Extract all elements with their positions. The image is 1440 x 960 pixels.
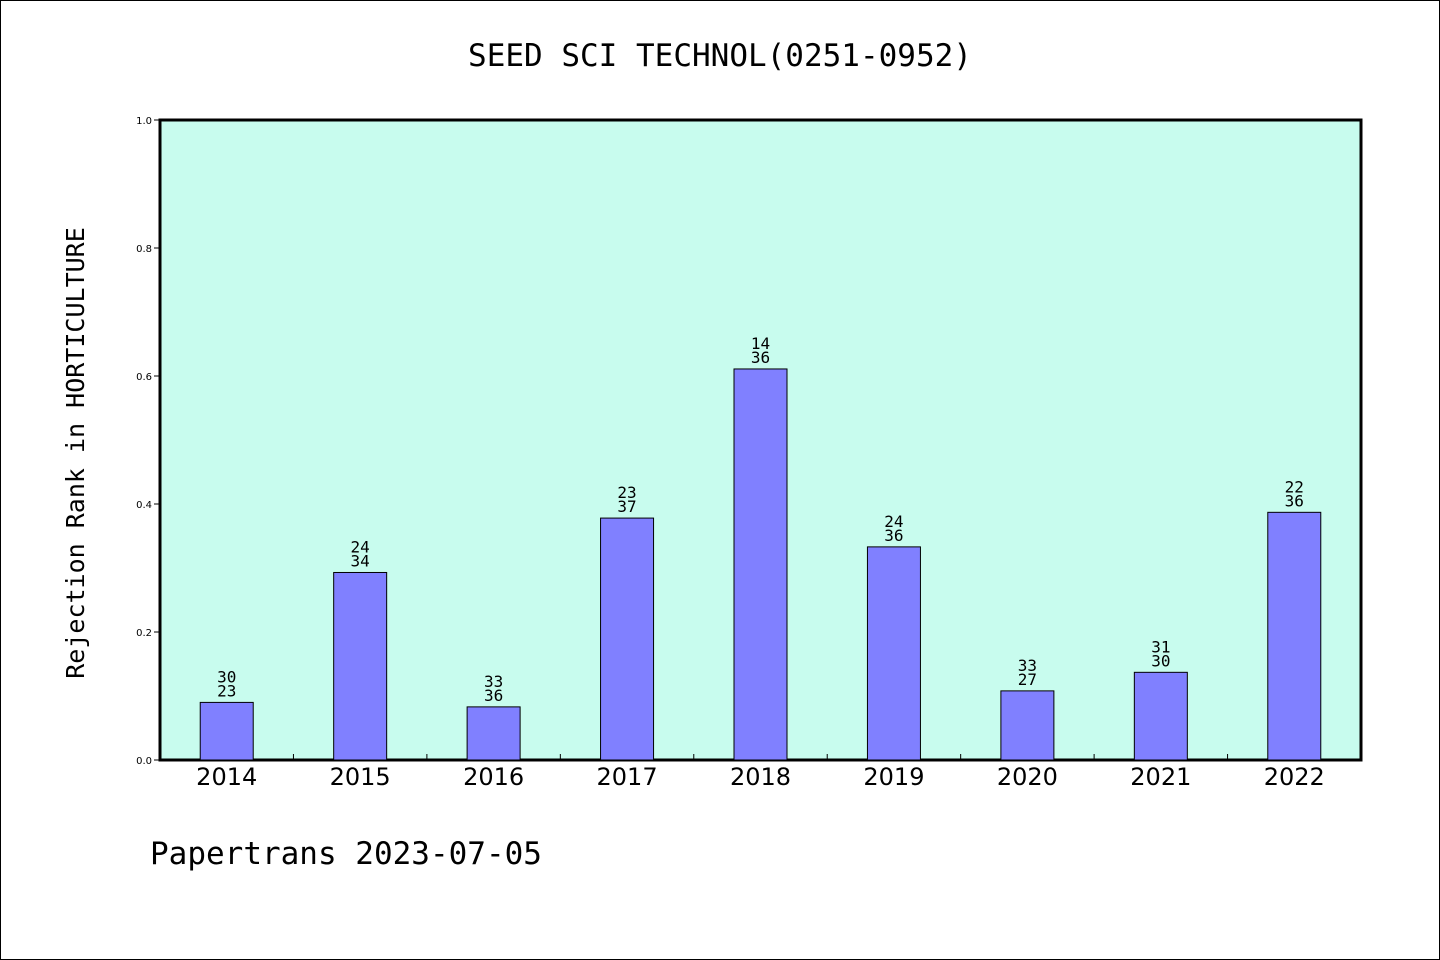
y-tick-label: 0.0 xyxy=(136,756,152,767)
x-tick-label: 2019 xyxy=(863,763,924,791)
bar-label-top: 22 xyxy=(1285,477,1304,496)
y-tick-label: 0.8 xyxy=(136,244,152,255)
bar xyxy=(733,368,788,761)
bar-label-bottom: 36 xyxy=(884,526,903,545)
y-tick-label: 1.0 xyxy=(136,116,152,127)
bar-label-top: 24 xyxy=(351,537,370,556)
x-axis: 2014 2015 2016 2017 2018 2019 2020 2021 2022 xyxy=(196,754,1325,791)
bar-label-top: 30 xyxy=(217,667,236,686)
bar xyxy=(1000,690,1055,761)
bar xyxy=(1267,511,1322,761)
bar-label-top: 23 xyxy=(617,483,636,502)
x-tick-label: 2015 xyxy=(330,763,391,791)
bar-label-top: 31 xyxy=(1151,637,1170,656)
bar xyxy=(600,517,655,761)
y-tick-label: 0.2 xyxy=(136,628,152,639)
bar-label-bottom: 30 xyxy=(1151,651,1170,670)
bar-label-top: 14 xyxy=(751,334,770,353)
x-tick-label: 2016 xyxy=(463,763,524,791)
bar-label-bottom: 34 xyxy=(351,551,370,570)
bar-label-top: 33 xyxy=(1018,656,1037,675)
y-tick-label: 0.6 xyxy=(136,372,152,383)
bar-label-bottom: 36 xyxy=(751,348,770,367)
bar-label-bottom: 36 xyxy=(484,686,503,705)
x-tick-label: 2020 xyxy=(997,763,1058,791)
x-tick-label: 2018 xyxy=(730,763,791,791)
x-tick-label: 2014 xyxy=(196,763,257,791)
bar xyxy=(333,571,388,761)
bar-label-bottom: 36 xyxy=(1285,491,1304,510)
bar xyxy=(1133,671,1188,761)
y-axis-label: Rejection Rank in HORTICULTURE xyxy=(61,227,90,679)
bar xyxy=(866,546,921,761)
bar-label-bottom: 23 xyxy=(217,681,236,700)
y-tick-label: 0.4 xyxy=(136,500,152,511)
y-axis: 0.0 0.2 0.4 0.6 0.8 1.0 xyxy=(136,116,160,767)
chart-title: SEED SCI TECHNOL(0251-0952) xyxy=(468,38,972,74)
bar xyxy=(466,706,521,761)
bar xyxy=(199,701,254,761)
bar-label-top: 24 xyxy=(884,512,903,531)
x-tick-label: 2017 xyxy=(597,763,658,791)
footer-credit: Papertrans 2023-07-05 xyxy=(150,836,542,872)
bar-label-bottom: 27 xyxy=(1018,670,1037,689)
bar-label-bottom: 37 xyxy=(617,497,636,516)
bar-series xyxy=(199,368,1322,761)
bar-label-top: 33 xyxy=(484,672,503,691)
x-tick-label: 2021 xyxy=(1130,763,1191,791)
x-tick-label: 2022 xyxy=(1264,763,1325,791)
